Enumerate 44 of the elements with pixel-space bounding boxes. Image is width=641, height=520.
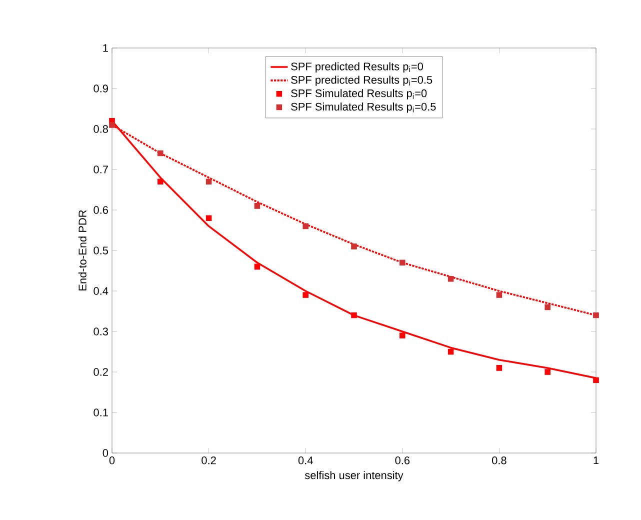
y-tick-label: 0.8	[94, 125, 108, 133]
point	[400, 332, 406, 338]
y-tick-label: 0.3	[94, 328, 108, 336]
point	[544, 369, 550, 375]
point	[254, 203, 260, 209]
y-tick-label: 0.7	[94, 166, 108, 174]
y-tick-label: 0.2	[94, 368, 108, 376]
y-tick-label: 0	[102, 449, 108, 457]
y-tick-label: 0.6	[94, 206, 108, 214]
point	[302, 292, 308, 298]
x-axis-title: selfish user intensity	[304, 471, 404, 482]
point	[496, 292, 502, 298]
y-tick-label: 0.9	[94, 84, 108, 92]
point	[544, 304, 550, 310]
point	[400, 260, 406, 266]
point	[593, 377, 599, 383]
point	[206, 178, 212, 185]
point	[448, 348, 454, 355]
y-tick-label: 0.1	[94, 408, 108, 416]
point	[593, 312, 599, 318]
y-tick-label: 0.5	[94, 246, 108, 254]
x-tick-label: 0.2	[202, 456, 216, 464]
x-tick-label: 0.8	[492, 456, 506, 464]
y-tick-label: 0.4	[94, 287, 108, 295]
point	[302, 223, 308, 230]
point	[351, 312, 357, 318]
point	[109, 122, 115, 128]
point	[254, 264, 260, 270]
point	[448, 276, 454, 282]
legend-label: SPF Simulated Results p$_{i}$=0.5	[291, 102, 436, 113]
point	[496, 365, 502, 371]
x-tick-label: 1	[594, 456, 599, 464]
legend-label: SPF predicted Results p$_{i}$=0.5	[291, 76, 432, 86]
y-axis-title: End-to-End PDR	[78, 210, 86, 290]
x-tick-label: 0.4	[298, 456, 313, 464]
legend-label: SPF Simulated Results p$_{i}$=0	[291, 89, 427, 100]
point	[158, 178, 164, 185]
point	[351, 244, 357, 250]
legend-label: SPF predicted Results p$_{i}$=0	[291, 62, 423, 72]
x-tick-label: 0.6	[395, 456, 410, 464]
point	[206, 215, 212, 221]
y-tick-label: 1	[103, 44, 108, 52]
point	[158, 150, 164, 156]
x-tick-label: 0	[109, 456, 115, 464]
